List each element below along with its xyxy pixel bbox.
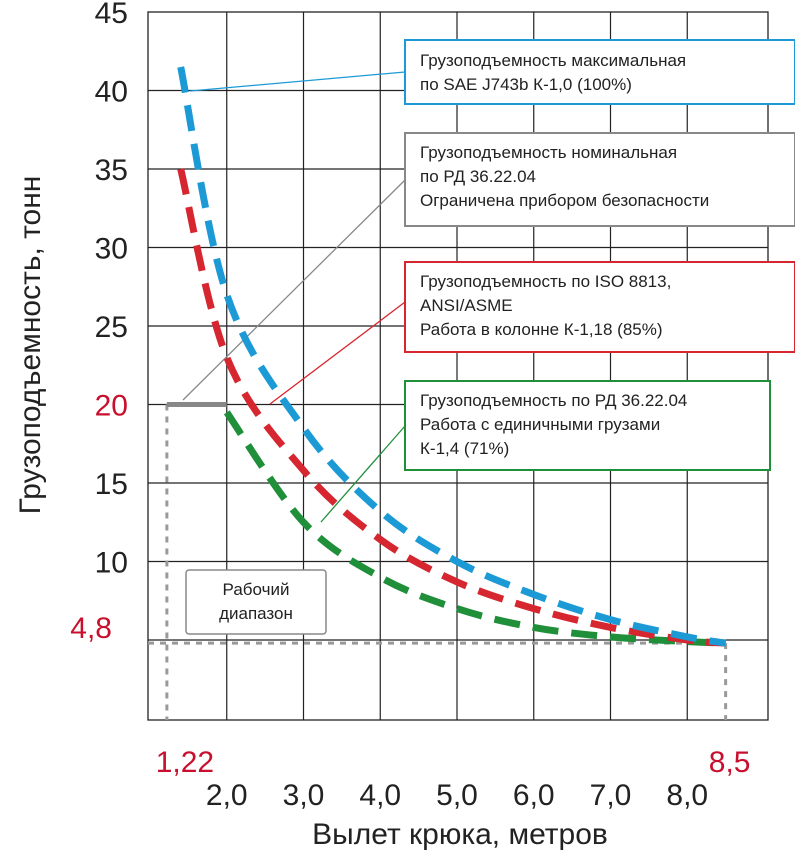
callout-rd-line-3: К-1,4 (71%) <box>420 439 509 458</box>
x-tick-label: 3,0 <box>283 779 325 812</box>
connector-rd <box>320 425 406 523</box>
callout-nominal-box <box>404 132 795 227</box>
connector-iso <box>269 301 406 405</box>
y-highlight-tick-label: 20 <box>95 390 128 423</box>
callout-nominal-line-1: Грузоподъемность номинальная <box>420 143 677 162</box>
connector-nominal <box>182 179 406 401</box>
working-range-line-2: диапазон <box>219 604 293 623</box>
series-line-iso <box>177 168 726 647</box>
x-highlight-tick-label: 1,22 <box>156 746 214 779</box>
callout-nominal-line-2: по РД 36.22.04 <box>420 167 536 186</box>
y-tick-label: 35 <box>95 154 128 187</box>
working-range-box: Рабочий диапазон <box>185 569 327 635</box>
y-tick-label: 30 <box>95 233 128 266</box>
series-curves <box>177 66 727 647</box>
callout-max-line-1: Грузоподъемность максимальная <box>420 51 686 70</box>
y-highlight-tick-label: 4,8 <box>70 612 112 645</box>
y-tick-label: 40 <box>95 76 128 109</box>
range-guides <box>148 402 728 720</box>
y-tick-label: 25 <box>95 311 128 344</box>
callout-rd-line-2: Работа с единичными грузами <box>420 415 660 434</box>
working-range-frame <box>185 569 327 635</box>
x-tick-label: 7,0 <box>590 779 632 812</box>
callout-rd-line-1: Грузоподъемность по РД 36.22.04 <box>420 391 687 410</box>
y-axis-title: Грузоподъемность, тонн <box>14 176 47 515</box>
callout-rd: Грузоподъемность по РД 36.22.04 Работа с… <box>404 380 771 471</box>
tick-labels: 2,0 3,0 4,0 5,0 6,0 7,0 8,0 10 15 25 30 35 40 45 1,22 8… <box>70 0 750 812</box>
callout-max: Грузоподъемность максимальная по SAE J74… <box>404 39 795 105</box>
series-line-max <box>177 66 727 647</box>
callout-iso: Грузоподъемность по ISO 8813, ANSI/ASME … <box>404 261 795 353</box>
connector-max <box>189 71 406 92</box>
working-range-line-1: Рабочий <box>223 580 290 599</box>
x-tick-label: 2,0 <box>206 779 248 812</box>
callout-nominal-line-3: Ограничена прибором безопасности <box>420 191 709 210</box>
x-tick-label: 5,0 <box>436 779 478 812</box>
x-tick-label: 6,0 <box>513 779 555 812</box>
callout-connectors <box>182 71 406 523</box>
y-tick-label: 15 <box>95 468 128 501</box>
callout-max-box <box>404 39 795 105</box>
callout-iso-line-1: Грузоподъемность по ISO 8813, <box>420 272 671 291</box>
x-axis-title: Вылет крюка, метров <box>312 818 608 851</box>
callout-iso-box <box>404 261 795 353</box>
callout-max-line-2: по SAE J743b К-1,0 (100%) <box>420 75 632 94</box>
x-tick-label: 4,0 <box>359 779 401 812</box>
y-tick-label: 10 <box>95 547 128 580</box>
callout-iso-line-2: ANSI/ASME <box>420 296 513 315</box>
callout-rd-box <box>404 380 771 471</box>
x-highlight-tick-label: 8,5 <box>709 746 751 779</box>
x-tick-label: 8,0 <box>666 779 708 812</box>
y-tick-label: 45 <box>95 0 128 30</box>
callout-nominal: Грузоподъемность номинальная по РД 36.22… <box>404 132 795 227</box>
callout-iso-line-3: Работа в колонне К-1,18 (85%) <box>420 320 663 339</box>
